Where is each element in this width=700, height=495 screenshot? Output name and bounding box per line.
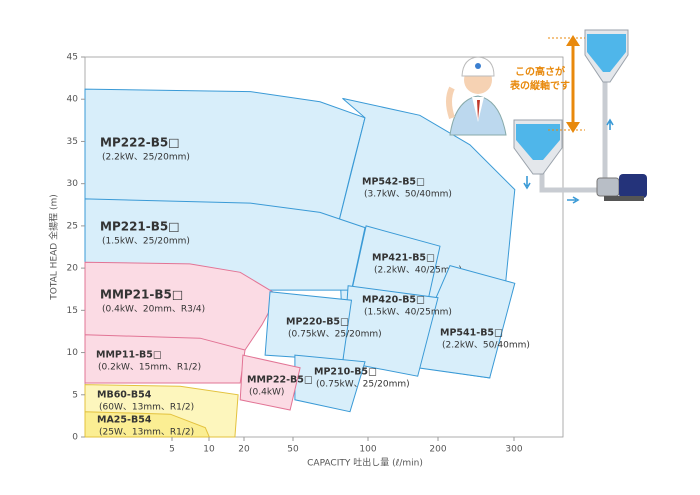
y-tick-label: 30 bbox=[67, 179, 79, 189]
model-name: MP420-B5□ bbox=[362, 295, 425, 306]
x-tick-label: 5 bbox=[169, 445, 175, 455]
annotation: 表の縦軸です bbox=[509, 79, 570, 92]
region bbox=[417, 265, 516, 379]
illustration: この高さが 表の縦軸です bbox=[446, 29, 647, 204]
pump-head bbox=[596, 177, 620, 197]
x-tick-label: 10 bbox=[203, 445, 215, 455]
y-tick-label: 5 bbox=[72, 390, 78, 400]
model-spec: (2.2kW、25/20mm) bbox=[102, 153, 190, 163]
pump-motor bbox=[619, 174, 647, 198]
model-name: MB60-B54 bbox=[97, 390, 152, 401]
tank-water bbox=[516, 124, 560, 160]
model-spec: (0.75kW、25/20mm) bbox=[288, 330, 382, 340]
y-tick-label: 10 bbox=[67, 348, 79, 358]
model-name: MP221-B5□ bbox=[100, 220, 180, 234]
model-spec: (60W、13mm、R1/2) bbox=[99, 403, 194, 413]
arrow-head bbox=[566, 35, 580, 133]
model-spec: (1.5kW、25/20mm) bbox=[102, 237, 190, 247]
helmet-logo bbox=[475, 63, 481, 69]
worker bbox=[446, 56, 507, 136]
model-spec: (0.2kW、15mm、R1/2) bbox=[98, 363, 201, 373]
x-tick-label: 50 bbox=[287, 445, 299, 455]
model-name: MP222-B5□ bbox=[100, 136, 180, 150]
model-spec: (25W、13mm、R1/2) bbox=[99, 428, 194, 438]
model-name: MMP22-B5□ bbox=[247, 375, 313, 386]
model-name: MP541-B5□ bbox=[440, 328, 503, 339]
x-tick-label: 100 bbox=[359, 445, 376, 455]
y-tick-label: 45 bbox=[67, 53, 78, 63]
x-tick-label: 20 bbox=[238, 445, 250, 455]
model-spec: (0.4kW、20mm、R3/4) bbox=[102, 305, 205, 315]
pump-base bbox=[604, 196, 644, 201]
region bbox=[84, 411, 211, 438]
model-spec: (2.2kW、40/25mm) bbox=[374, 266, 462, 276]
annotation: この高さが bbox=[515, 65, 566, 78]
model-name: MMP21-B5□ bbox=[100, 288, 183, 302]
x-tick-label: 200 bbox=[429, 445, 446, 455]
model-name: MP421-B5□ bbox=[372, 253, 435, 264]
x-tick-label: 300 bbox=[505, 445, 522, 455]
axes: 0 5 10 15 20 25 30 35 40 45 5 10 20 50 100 200 300 bbox=[67, 53, 523, 455]
model-name: MMP11-B5□ bbox=[96, 350, 162, 361]
y-axis-label: TOTAL HEAD 全揚程 (m) bbox=[48, 194, 60, 300]
y-tick-label: 25 bbox=[67, 221, 78, 231]
flow-arrow bbox=[523, 118, 614, 204]
model-spec: (3.7kW、50/40mm) bbox=[364, 190, 452, 200]
region bbox=[239, 354, 301, 411]
tank-water bbox=[587, 34, 626, 72]
worker-tie bbox=[477, 100, 480, 120]
model-spec: (0.75kW、25/20mm) bbox=[316, 380, 410, 390]
worker-hand bbox=[446, 86, 455, 119]
model-name: MP210-B5□ bbox=[314, 367, 377, 378]
model-name: MP220-B5□ bbox=[286, 317, 349, 328]
y-tick-label: 15 bbox=[67, 306, 78, 316]
model-name: MP542-B5□ bbox=[362, 177, 425, 188]
y-tick-label: 20 bbox=[67, 264, 79, 274]
model-spec: (2.2kW、50/40mm) bbox=[442, 341, 530, 351]
y-tick-label: 0 bbox=[72, 433, 78, 443]
model-spec: (1.5kW、40/25mm) bbox=[364, 308, 452, 318]
regions: MP222-B5□ (2.2kW、25/20mm) MP542-B5□ (3.7kW、… bbox=[84, 88, 530, 438]
y-tick-label: 40 bbox=[67, 95, 79, 105]
model-name: MA25-B54 bbox=[97, 415, 152, 426]
x-axis-label: CAPACITY 吐出し量 (ℓ/min) bbox=[307, 457, 423, 469]
y-tick-label: 35 bbox=[67, 137, 78, 147]
model-spec: (0.4kW) bbox=[249, 388, 284, 398]
